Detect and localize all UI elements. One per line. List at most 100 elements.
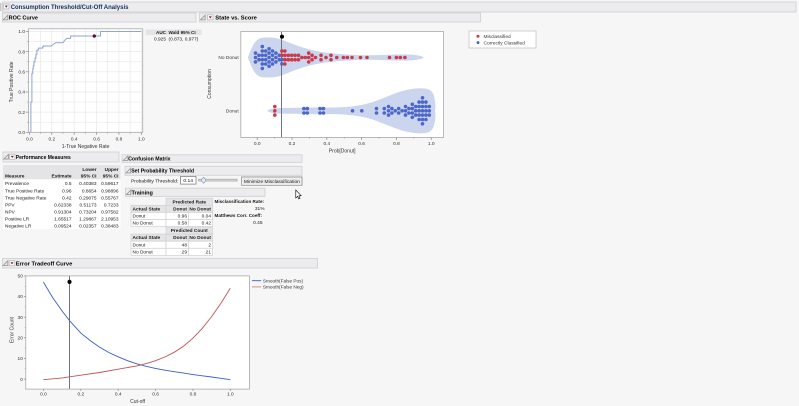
svg-text:PPV: PPV [5, 202, 15, 208]
svg-text:0.5: 0.5 [65, 181, 72, 187]
svg-text:0.4: 0.4 [71, 137, 78, 143]
svg-text:48: 48 [182, 242, 188, 248]
svg-text:0.02357: 0.02357 [79, 224, 97, 230]
svg-text:0.42: 0.42 [202, 221, 212, 227]
svg-text:0.14: 0.14 [183, 178, 193, 184]
svg-text:Upper: Upper [105, 167, 119, 173]
svg-text:Misclassified: Misclassified [484, 34, 512, 40]
svg-text:Predicted Count: Predicted Count [171, 228, 208, 234]
svg-text:0.4: 0.4 [323, 141, 330, 147]
svg-text:Correctly Classified: Correctly Classified [484, 40, 526, 46]
svg-text:0.04: 0.04 [202, 214, 212, 220]
svg-text:31%: 31% [255, 206, 265, 212]
svg-text:No Donut: No Donut [189, 235, 211, 241]
svg-text:0.97582: 0.97582 [101, 209, 119, 215]
svg-text:0.58: 0.58 [178, 221, 188, 227]
svg-text:0.8: 0.8 [393, 141, 400, 147]
svg-text:No Donut: No Donut [189, 206, 211, 212]
svg-text:0.6: 0.6 [152, 392, 159, 398]
svg-text:95% CI: 95% CI [81, 173, 97, 179]
svg-text:Actual State: Actual State [133, 235, 161, 241]
svg-text:Donut: Donut [133, 242, 146, 248]
svg-text:ROC Curve: ROC Curve [9, 15, 38, 21]
svg-text:Confusion Matrix: Confusion Matrix [128, 156, 170, 162]
svg-text:0.0: 0.0 [26, 137, 33, 143]
svg-text:0: 0 [20, 377, 23, 383]
svg-text:10: 10 [18, 356, 24, 362]
svg-text:0.8: 0.8 [116, 137, 123, 143]
svg-text:0.2: 0.2 [289, 141, 296, 147]
svg-text:0.38483: 0.38483 [101, 224, 119, 230]
svg-text:Measure: Measure [5, 173, 25, 179]
svg-text:Donut: Donut [173, 235, 187, 241]
svg-text:Wald 95% CI: Wald 95% CI [169, 30, 196, 35]
svg-text:Error Count: Error Count [10, 316, 16, 342]
svg-text:2: 2 [208, 242, 211, 248]
svg-text:Estimate: Estimate [52, 173, 72, 179]
svg-text:1.65517: 1.65517 [54, 216, 72, 222]
svg-text:0.45: 0.45 [253, 220, 263, 226]
svg-text:No Donut: No Donut [133, 249, 154, 255]
svg-text:2.10953: 2.10953 [101, 216, 119, 222]
svg-text:Actual State: Actual State [133, 206, 161, 212]
svg-text:NPV: NPV [5, 209, 16, 215]
svg-text:1.0: 1.0 [227, 392, 234, 398]
svg-text:AUC: AUC [156, 30, 167, 35]
svg-text:0.42: 0.42 [62, 195, 72, 201]
svg-text:No Donut: No Donut [218, 55, 239, 61]
svg-text:Smooth(False Neg): Smooth(False Neg) [263, 285, 304, 290]
svg-text:0.62338: 0.62338 [54, 202, 72, 208]
svg-text:Positive LR: Positive LR [5, 216, 30, 222]
svg-text:0.98896: 0.98896 [101, 188, 119, 194]
svg-text:0.4: 0.4 [115, 392, 122, 398]
svg-text:Error Tradeoff Curve: Error Tradeoff Curve [16, 261, 73, 267]
svg-text:1.29867: 1.29867 [79, 216, 97, 222]
svg-text:0.4: 0.4 [18, 90, 25, 96]
svg-text:Donut: Donut [173, 206, 187, 212]
svg-text:0.40383: 0.40383 [79, 181, 97, 187]
svg-text:Donut: Donut [226, 109, 239, 115]
svg-text:Misclassification Rate:: Misclassification Rate: [215, 199, 265, 204]
svg-text:0.6: 0.6 [18, 70, 25, 76]
svg-text:0.7233: 0.7233 [104, 202, 119, 208]
svg-text:Set Probability Threshold: Set Probability Threshold [131, 169, 194, 175]
svg-text:Donut: Donut [133, 214, 146, 220]
svg-text:29: 29 [182, 249, 188, 255]
svg-text:Training: Training [132, 190, 153, 196]
svg-text:True Positive Rate: True Positive Rate [9, 61, 15, 102]
svg-text:1.0: 1.0 [18, 29, 25, 35]
svg-text:0.0: 0.0 [254, 141, 261, 147]
svg-text:0.55767: 0.55767 [101, 195, 119, 201]
svg-text:95% CI: 95% CI [103, 173, 119, 179]
svg-text:Predicted Rate: Predicted Rate [172, 199, 206, 205]
svg-text:0.925: 0.925 [154, 36, 166, 42]
svg-text:0.59617: 0.59617 [101, 181, 119, 187]
svg-text:20: 20 [18, 336, 24, 342]
svg-text:0.6: 0.6 [358, 141, 365, 147]
svg-text:1.0: 1.0 [138, 137, 145, 143]
svg-text:0.91304: 0.91304 [54, 209, 72, 215]
svg-text:Matthews Corr. Coeff:: Matthews Corr. Coeff: [215, 213, 263, 218]
svg-text:True Negative Rate: True Negative Rate [5, 195, 47, 201]
svg-text:0.0: 0.0 [18, 130, 25, 136]
svg-text:0.2: 0.2 [48, 137, 55, 143]
svg-text:(0.873, 0.977): (0.873, 0.977) [169, 36, 199, 42]
svg-text:0.29075: 0.29075 [79, 195, 97, 201]
svg-text:No Donut: No Donut [133, 221, 154, 227]
svg-text:0.0: 0.0 [40, 392, 47, 398]
svg-text:1-True Negative Rate: 1-True Negative Rate [62, 144, 110, 150]
svg-text:0.2: 0.2 [77, 392, 84, 398]
svg-text:0.8654: 0.8654 [82, 188, 97, 194]
svg-text:30: 30 [18, 315, 24, 321]
svg-text:Lower: Lower [82, 167, 96, 173]
svg-text:State vs. Score: State vs. Score [215, 16, 257, 22]
svg-text:Probability Threshold:: Probability Threshold: [131, 178, 178, 184]
svg-text:0.96: 0.96 [178, 214, 188, 220]
svg-text:0.96: 0.96 [62, 188, 72, 194]
svg-text:40: 40 [18, 294, 24, 300]
svg-text:0.51173: 0.51173 [80, 202, 97, 208]
svg-text:0.2: 0.2 [18, 110, 25, 116]
svg-text:True Positive Rate: True Positive Rate [5, 188, 45, 194]
svg-text:0.09524: 0.09524 [54, 224, 72, 230]
svg-text:0.8: 0.8 [18, 49, 25, 55]
